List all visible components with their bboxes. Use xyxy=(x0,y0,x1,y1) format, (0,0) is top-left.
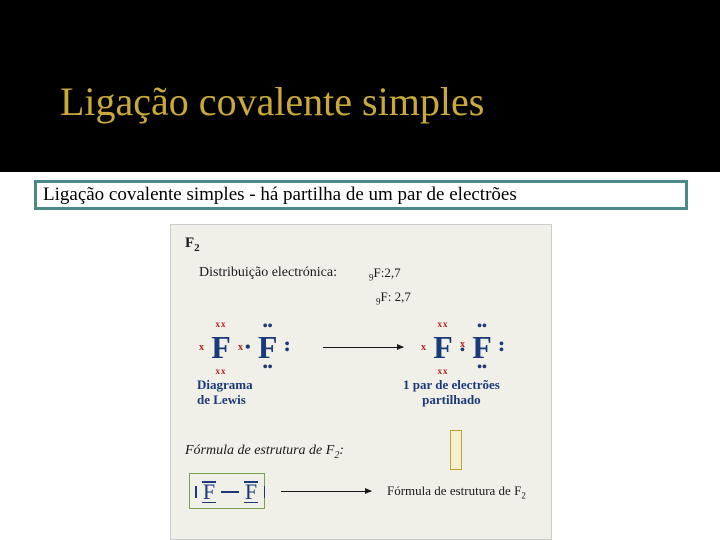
xx-top: xx xyxy=(216,319,227,329)
diagram-box: F2 Distribuição electrónica: 9F:2,7 9F: … xyxy=(170,224,552,540)
distribution-value-2: 9F: 2,7 xyxy=(376,289,411,307)
lewis-right-pair: x xx F xx x• •• F •• •• xyxy=(421,329,504,366)
lewis-caption-l2: de Lewis xyxy=(197,392,246,407)
distribution-label: Distribuição electrónica: xyxy=(199,265,337,281)
xx-bot: xx xyxy=(216,366,227,376)
lone-pair-bar xyxy=(202,481,216,483)
dots-bot: •• xyxy=(263,366,273,370)
lewis-caption-l1: Diagrama xyxy=(197,377,253,392)
atom-f-4: •• F •• xyxy=(467,329,497,366)
shared-pair: x• xyxy=(460,342,465,354)
lone-pair-right: •• xyxy=(285,342,290,354)
lewis-caption: Diagrama de Lewis xyxy=(197,377,253,407)
pair-caption: 1 par de electrões partilhado xyxy=(403,377,500,407)
formula-struct-label: Fórmula de estrutura de F2: xyxy=(185,443,344,461)
formula-result-label: Fórmula de estrutura de F2 xyxy=(387,483,526,501)
lone-pair-bar xyxy=(244,481,258,483)
header-band: Ligação covalente simples xyxy=(0,0,720,172)
pair-caption-l1: 1 par de electrões xyxy=(403,377,500,392)
atom-symbol: F xyxy=(211,329,231,365)
xx-top: xx xyxy=(438,319,449,329)
molecule-symbol: F xyxy=(185,235,194,251)
lone-pair-right-r: •• xyxy=(499,342,504,354)
shared-pair-highlight xyxy=(450,430,462,470)
arrow-icon xyxy=(323,347,403,348)
molecule-label: F2 xyxy=(185,235,200,254)
dist-text-1: F:2,7 xyxy=(374,265,401,280)
dots-top: •• xyxy=(477,325,487,329)
dots-top: •• xyxy=(263,325,273,329)
slide-title: Ligação covalente simples xyxy=(60,78,484,125)
formula-suffix: : xyxy=(339,443,344,458)
lewis-left-pair: x xx F xx x • •• F •• •• xyxy=(199,329,290,366)
x-marker-left: x xyxy=(199,342,204,353)
atom-symbol: F xyxy=(203,479,215,504)
slide: Ligação covalente simples F2 Distribuiçã… xyxy=(0,0,720,540)
struct-f-1: F xyxy=(199,479,219,505)
atom-symbol: F xyxy=(433,329,453,365)
lone-pair-bar xyxy=(264,486,266,498)
atom-f-3: xx F xx xyxy=(428,329,458,366)
lone-pair-bar xyxy=(195,486,197,498)
atom-symbol: F xyxy=(245,479,257,504)
atom-f-1: xx F xx xyxy=(206,329,236,366)
structural-formula: F F xyxy=(199,479,261,505)
arrow-icon xyxy=(281,491,371,492)
formula-prefix: Fórmula de estrutura de F xyxy=(185,443,334,458)
single-bond xyxy=(221,491,239,493)
formula-result-sub: 2 xyxy=(521,491,526,501)
x-marker-left-r: x xyxy=(421,342,426,353)
molecule-subscript: 2 xyxy=(194,242,200,254)
subtitle-text: Ligação covalente simples - há partilha … xyxy=(43,184,517,206)
dist-text-2: F: 2,7 xyxy=(381,289,411,304)
lone-pair-bar xyxy=(244,502,258,504)
dot-marker-mid1: • xyxy=(245,343,251,353)
pair-caption-l2: partilhado xyxy=(422,392,481,407)
x-marker-mid1: x xyxy=(238,342,243,353)
dots-bot: •• xyxy=(477,366,487,370)
subtitle-band: Ligação covalente simples - há partilha … xyxy=(34,180,688,210)
struct-f-2: F xyxy=(241,479,261,505)
formula-result-prefix: Fórmula de estrutura de F xyxy=(387,483,521,498)
distribution-value-1: 9F:2,7 xyxy=(369,265,401,283)
atom-f-2: •• F •• xyxy=(253,329,283,366)
lone-pair-bar xyxy=(202,502,216,504)
xx-bot: xx xyxy=(438,366,449,376)
